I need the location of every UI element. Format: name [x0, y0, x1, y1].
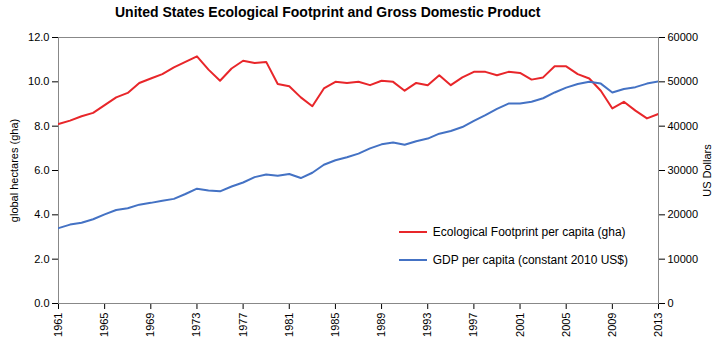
svg-text:10000: 10000	[668, 253, 699, 265]
html-text:GDP per capita (constant 2010: GDP per capita (constant 2010 US$)	[432, 253, 628, 267]
svg-text:2.0: 2.0	[34, 253, 49, 265]
html-text:United States Ecological Footp: United States Ecological Footprint and G…	[115, 4, 541, 20]
svg-text:US Dollars: US Dollars	[701, 144, 713, 197]
svg-text:1977: 1977	[237, 313, 249, 337]
html-text:Ecological Footprint per capit: Ecological Footprint per capita (gha)	[432, 225, 626, 239]
svg-text:1969: 1969	[144, 313, 156, 337]
svg-text:2001: 2001	[514, 313, 526, 337]
svg-text:1997: 1997	[467, 313, 479, 337]
svg-text:2009: 2009	[606, 313, 618, 337]
svg-text:0: 0	[668, 297, 674, 309]
svg-text:10.0: 10.0	[28, 75, 49, 87]
svg-text:1973: 1973	[190, 313, 202, 337]
svg-text:8.0: 8.0	[34, 120, 49, 132]
svg-text:0.0: 0.0	[34, 297, 49, 309]
svg-text:6.0: 6.0	[34, 164, 49, 176]
svg-text:2013: 2013	[652, 313, 664, 337]
svg-text:4.0: 4.0	[34, 208, 49, 220]
svg-text:1961: 1961	[52, 313, 64, 337]
svg-text:20000: 20000	[668, 208, 699, 220]
svg-text:global hectares (gha): global hectares (gha)	[8, 119, 20, 222]
svg-text:60000: 60000	[668, 31, 699, 43]
svg-text:1989: 1989	[375, 313, 387, 337]
svg-text:1985: 1985	[329, 313, 341, 337]
svg-text:30000: 30000	[668, 164, 699, 176]
svg-text:40000: 40000	[668, 120, 699, 132]
svg-text:12.0: 12.0	[28, 31, 49, 43]
svg-text:50000: 50000	[668, 75, 699, 87]
svg-text:2005: 2005	[560, 313, 572, 337]
svg-text:1981: 1981	[283, 313, 295, 337]
svg-text:1993: 1993	[421, 313, 433, 337]
svg-text:1965: 1965	[98, 313, 110, 337]
